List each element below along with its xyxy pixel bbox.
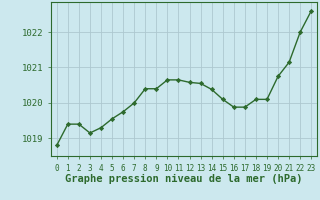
X-axis label: Graphe pression niveau de la mer (hPa): Graphe pression niveau de la mer (hPa) [65,174,303,184]
